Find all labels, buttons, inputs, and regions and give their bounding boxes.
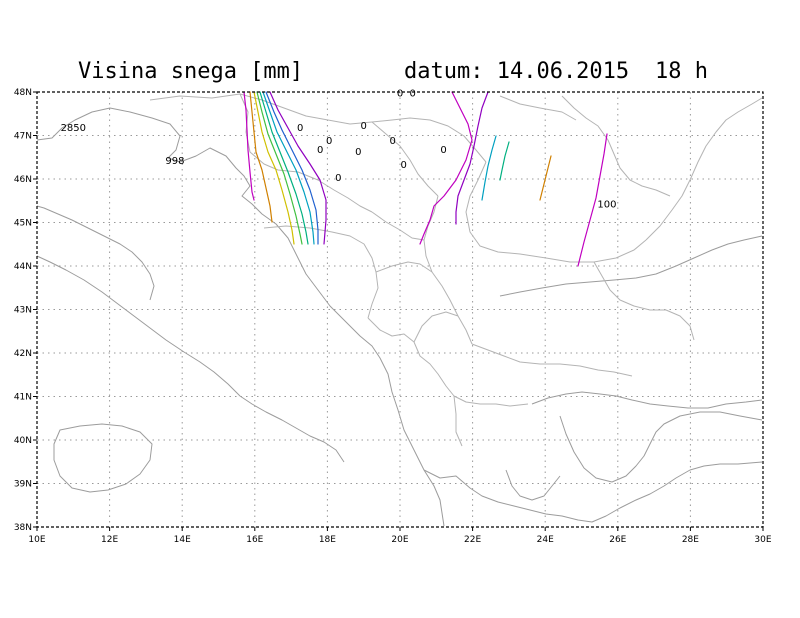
contour-line	[481, 135, 497, 201]
lat-tick-label: 48N	[14, 88, 32, 98]
contour-value-label: 0	[355, 147, 361, 158]
contour-value-label: 0	[390, 136, 396, 147]
contour-line	[539, 155, 552, 201]
contour-value-label: 100	[597, 199, 616, 210]
contour-value-label: 0	[440, 145, 446, 156]
coastlines	[36, 107, 763, 527]
hour-label: 18 h	[655, 59, 708, 84]
contour-line	[262, 91, 315, 245]
contour-value-label: 0	[297, 123, 303, 134]
snow-contours	[243, 91, 608, 267]
lat-tick-label: 39N	[14, 480, 32, 490]
contour-value-label: 0	[326, 136, 332, 147]
contour-value-label: 0	[317, 145, 323, 156]
contour-value-label: 0	[397, 88, 403, 99]
axis-ticks: 10E 12E 14E 16E 18E 20E 22E 24E 26E 28E 30E 38N 39N 4…	[14, 88, 772, 545]
lon-tick-label: 30E	[754, 535, 771, 545]
contour-line	[269, 91, 327, 245]
lat-tick-label: 46N	[14, 175, 32, 185]
lon-tick-label: 18E	[319, 535, 336, 545]
lon-tick-label: 24E	[537, 535, 554, 545]
contour-value-label: 0	[410, 88, 416, 99]
contour-value-label: 0	[335, 173, 341, 184]
lat-tick-label: 40N	[14, 436, 32, 446]
lon-tick-label: 22E	[464, 535, 481, 545]
lat-tick-label: 47N	[14, 132, 32, 142]
contour-line	[455, 91, 489, 225]
map-frame	[36, 91, 764, 528]
contour-line	[256, 91, 303, 245]
grid-lines	[37, 92, 763, 527]
lon-tick-label: 12E	[101, 535, 118, 545]
lat-tick-label: 43N	[14, 306, 32, 316]
contour-line	[499, 141, 510, 181]
lon-tick-label: 14E	[174, 535, 191, 545]
lon-tick-label: 26E	[609, 535, 626, 545]
contour-line	[243, 91, 255, 201]
contour-line	[253, 91, 295, 245]
date-label: datum: 14.06.2015	[404, 59, 629, 84]
lat-tick-label: 45N	[14, 219, 32, 229]
contour-line	[259, 91, 309, 245]
lon-tick-label: 20E	[391, 535, 408, 545]
lat-tick-label: 42N	[14, 349, 32, 359]
map-title: Visina snega [mm]	[78, 59, 303, 84]
lon-tick-label: 16E	[246, 535, 263, 545]
lon-tick-label: 28E	[682, 535, 699, 545]
contour-value-label: 0	[361, 121, 367, 132]
lat-tick-label: 44N	[14, 262, 32, 272]
lon-tick-label: 10E	[28, 535, 45, 545]
contour-value-label: 2850	[61, 123, 86, 134]
contour-line	[265, 91, 319, 245]
contour-value-label: 998	[165, 156, 184, 167]
lat-tick-label: 41N	[14, 393, 32, 403]
lat-tick-label: 38N	[14, 523, 32, 533]
contour-line	[419, 91, 473, 245]
contour-line	[577, 133, 608, 267]
contour-line	[249, 91, 273, 223]
contour-value-label: 0	[400, 160, 406, 171]
country-borders	[149, 93, 763, 447]
